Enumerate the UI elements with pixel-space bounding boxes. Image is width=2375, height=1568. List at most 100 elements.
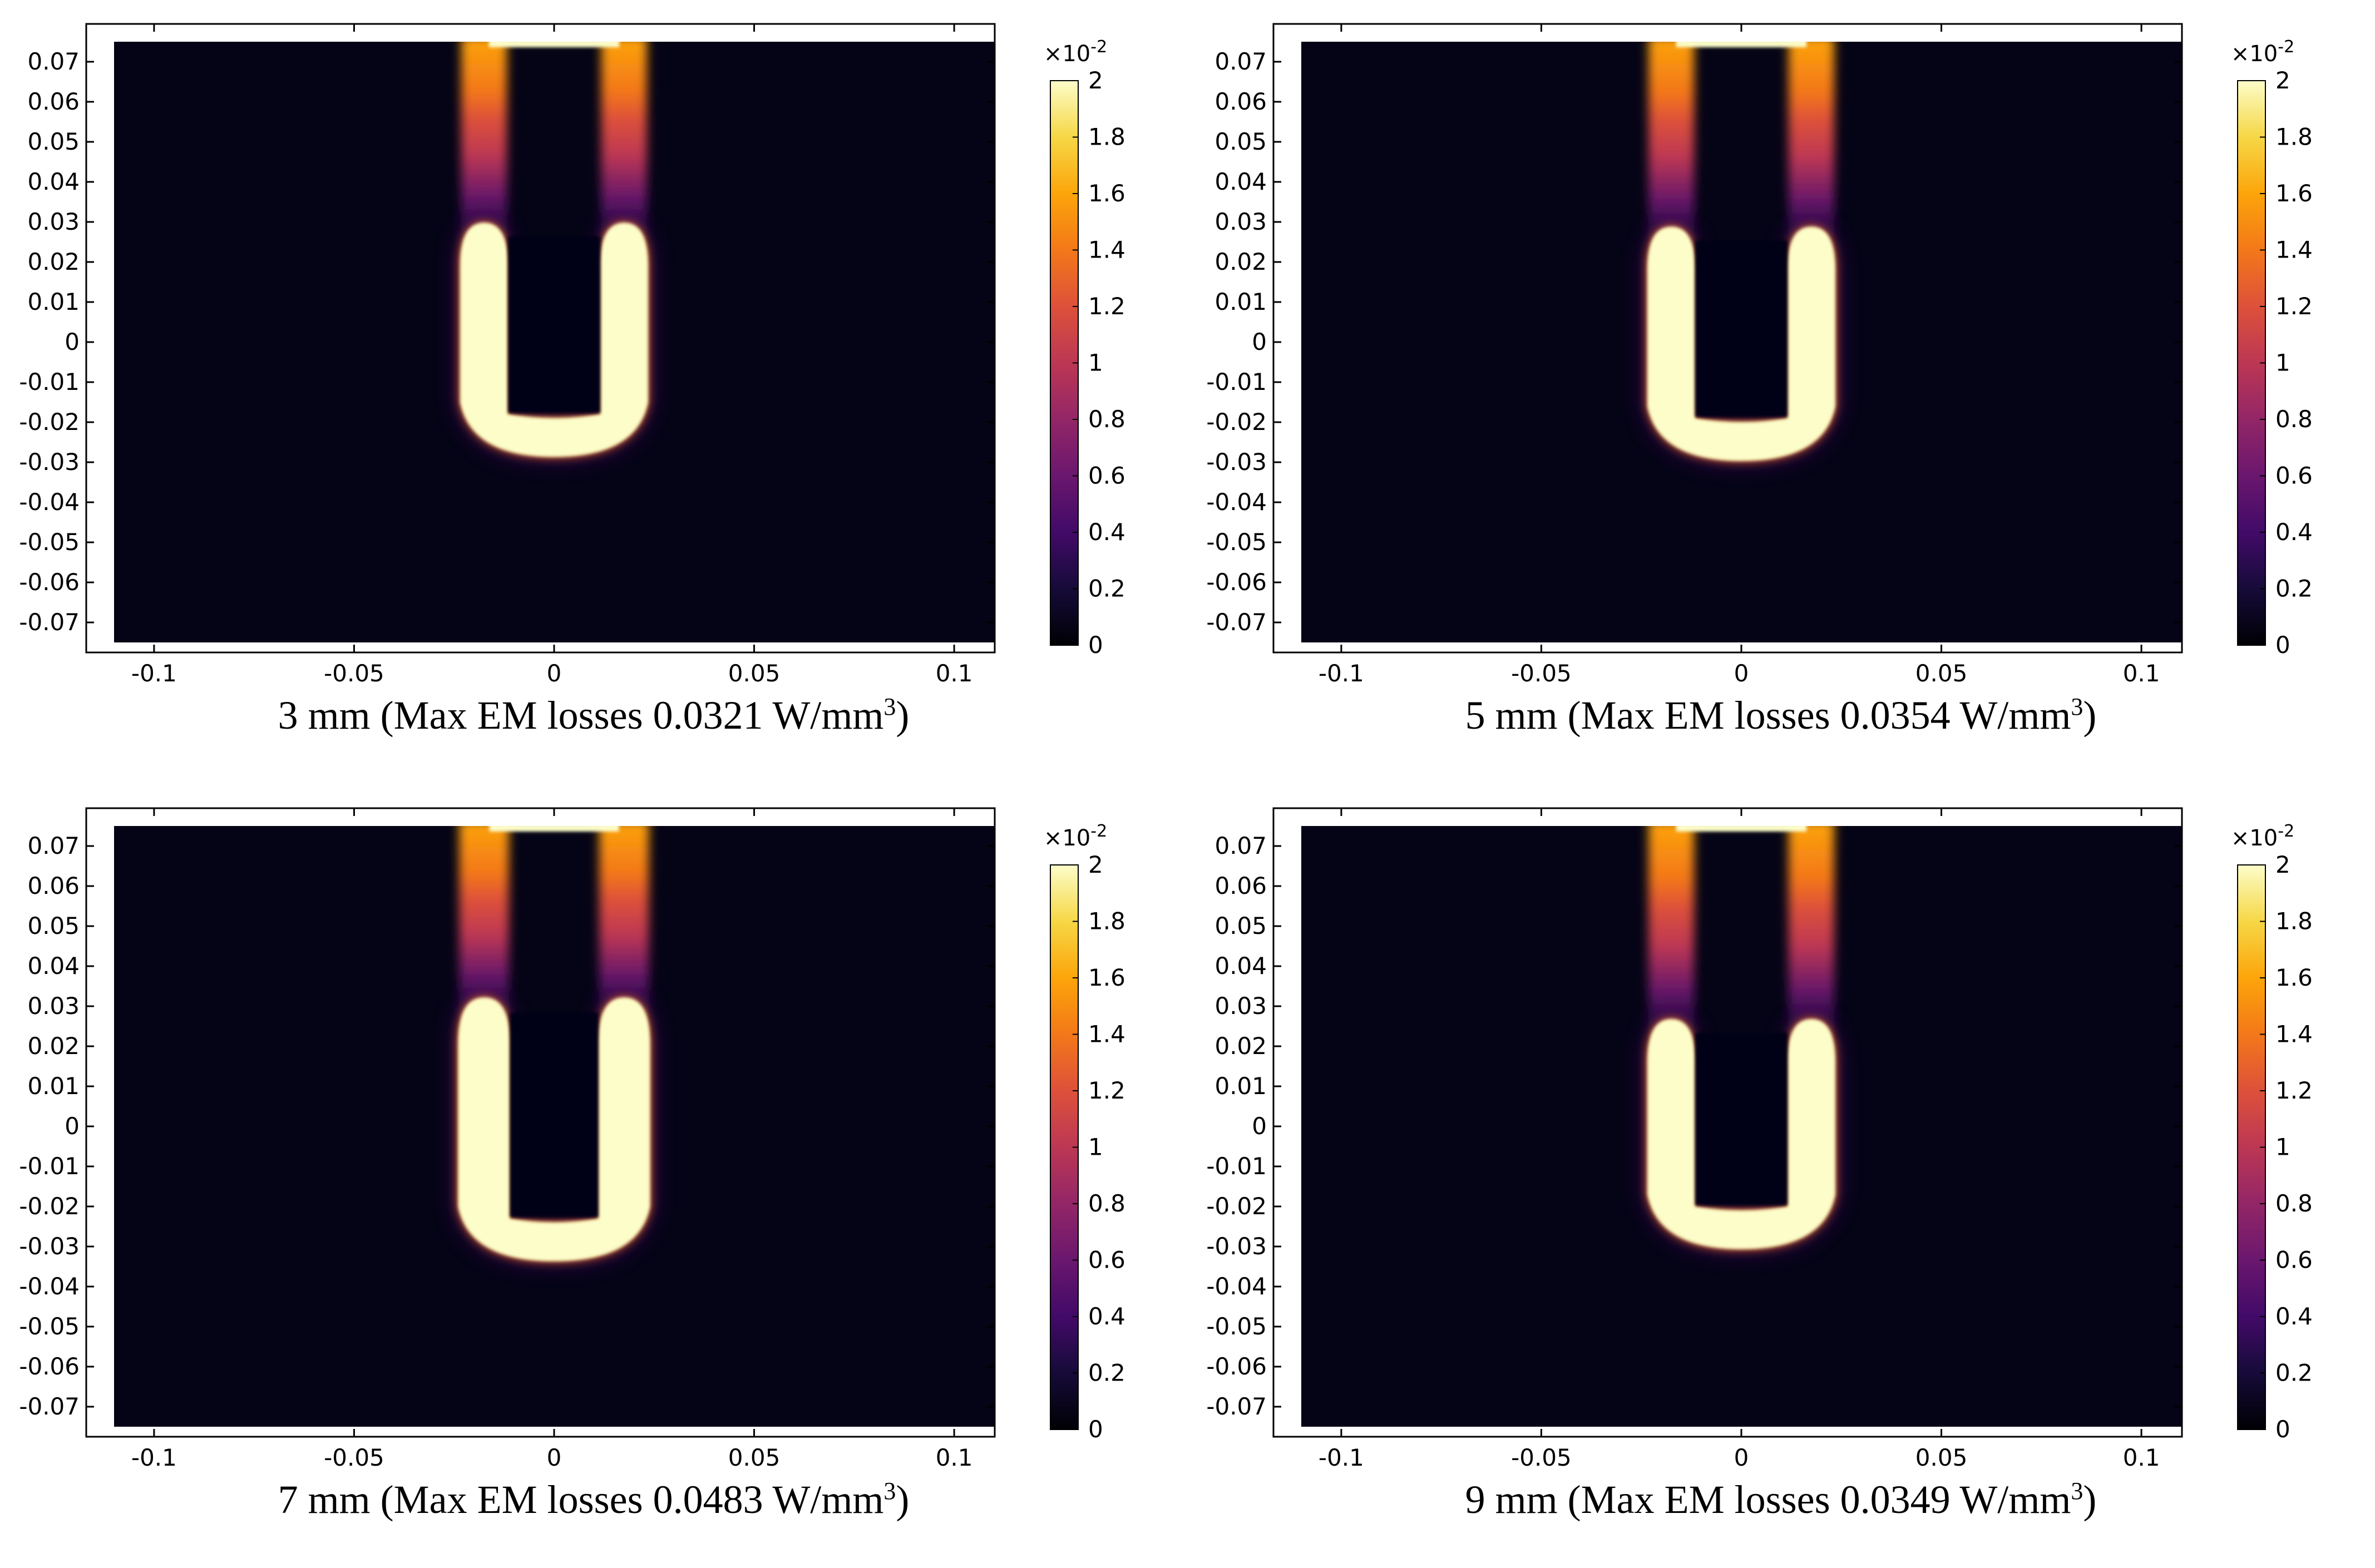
colorbar-label: 0.2 xyxy=(1088,575,1125,602)
ytick-label: -0.02 xyxy=(1206,408,1267,436)
colorbar-label: 0.8 xyxy=(1088,405,1125,433)
heatmap-field xyxy=(458,826,650,1262)
ytick-label: -0.01 xyxy=(19,368,80,395)
ytick-label: 0.05 xyxy=(1214,912,1267,939)
colorbar-label: 1.4 xyxy=(1088,1021,1125,1048)
ytick-label: 0.06 xyxy=(27,872,80,899)
colorbar-label: 1.8 xyxy=(2275,123,2313,151)
colorbar-label: 1.8 xyxy=(1088,123,1125,151)
colorbar-multiplier: ×10-2 xyxy=(2231,822,2294,851)
leg-glow-right xyxy=(601,42,647,253)
ytick-label: 0.07 xyxy=(27,48,80,75)
coil-core xyxy=(460,222,648,457)
caption-5mm: 5 mm (Max EM losses 0.0354 W/mm3) xyxy=(1465,693,2097,738)
ytick-label: -0.07 xyxy=(19,1393,80,1420)
caption-9mm: 9 mm (Max EM losses 0.0349 W/mm3) xyxy=(1465,1477,2097,1522)
xtick-label: 0 xyxy=(1734,1444,1749,1471)
ytick-label: 0.04 xyxy=(27,168,80,195)
colorbar-label: 1.4 xyxy=(2275,1021,2313,1048)
coil-gap xyxy=(1695,1032,1788,1205)
heatmap-plot-9mm: 0.07 0.06 0.05 0.04 0.03 0.02 0.01 0 -0.01 -0.02 -… xyxy=(1206,807,2313,1471)
caption-7mm: 7 mm (Max EM losses 0.0483 W/mm3) xyxy=(278,1477,910,1522)
ytick-label: 0.05 xyxy=(27,128,80,155)
heatmap-field xyxy=(1647,42,1835,461)
xtick-label: 0.1 xyxy=(936,660,973,687)
leg-glow-left xyxy=(461,42,507,253)
ytick-label: 0.02 xyxy=(1214,248,1267,275)
coil-gap xyxy=(1695,240,1788,417)
ytick-label: -0.03 xyxy=(19,1233,80,1260)
ytick-label: 0.03 xyxy=(1214,992,1267,1020)
ytick-label: 0.04 xyxy=(1214,952,1267,980)
xtick-label: 0.05 xyxy=(1915,660,1968,687)
colorbar-label: 1.4 xyxy=(1088,236,1125,264)
ytick-label: -0.04 xyxy=(1206,1273,1267,1300)
ytick-label: -0.01 xyxy=(1206,368,1267,395)
leg-glow-right xyxy=(599,826,649,1030)
ytick-label: 0.01 xyxy=(1214,288,1267,315)
heatmap-plot-5mm: 0.07 0.06 0.05 0.04 0.03 0.02 0.01 0 -0.01 -0.02 -… xyxy=(1206,23,2313,687)
xtick-label: -0.05 xyxy=(324,1444,384,1471)
ytick-label: 0.06 xyxy=(27,88,80,115)
colorbar-label: 1 xyxy=(2275,1134,2290,1161)
top-conductor xyxy=(489,826,619,832)
ytick-label: 0.07 xyxy=(27,832,80,859)
colorbar-label: 1.6 xyxy=(2275,180,2313,207)
top-conductor xyxy=(1676,826,1807,832)
xtick-label: 0 xyxy=(547,660,562,687)
heatmap-plot-7mm: 0.07 0.06 0.05 0.04 0.03 0.02 0.01 0 -0.01 -0.02 -… xyxy=(19,807,1125,1471)
ytick-label: -0.03 xyxy=(19,448,80,476)
leg-glow-left xyxy=(1648,826,1695,1050)
colorbar-label: 0 xyxy=(1088,1416,1103,1443)
xtick-label: 0.05 xyxy=(728,660,781,687)
ytick-label: 0.04 xyxy=(1214,168,1267,195)
colorbar-label: 1 xyxy=(1088,1134,1103,1161)
colorbar-label: 1.8 xyxy=(2275,908,2313,935)
colorbar-label: 0.2 xyxy=(2275,575,2313,602)
ytick-label: -0.04 xyxy=(1206,488,1267,516)
coil-gap xyxy=(508,236,600,413)
ytick-label: 0.04 xyxy=(27,952,80,980)
ytick-label: -0.07 xyxy=(19,609,80,636)
coil-core xyxy=(458,997,650,1262)
ytick-label: -0.05 xyxy=(19,1313,80,1340)
leg-glow-right xyxy=(1788,826,1834,1050)
ytick-label: -0.06 xyxy=(1206,568,1267,596)
colorbar-label: 2 xyxy=(1088,67,1103,94)
ytick-label: 0.02 xyxy=(27,248,80,275)
xtick-label: 0 xyxy=(547,1444,562,1471)
ytick-label: -0.07 xyxy=(1206,1393,1267,1420)
xtick-label: -0.1 xyxy=(1319,1444,1364,1471)
colorbar-label: 1.4 xyxy=(2275,236,2313,264)
ytick-label: -0.05 xyxy=(19,528,80,556)
colorbar-label: 0 xyxy=(1088,631,1103,659)
colorbar-label: 1.8 xyxy=(1088,908,1125,935)
panel-7mm: 0.07 0.06 0.05 0.04 0.03 0.02 0.01 0 -0.01 -0.02 -… xyxy=(0,784,1187,1568)
colorbar-label: 0.8 xyxy=(2275,1190,2313,1217)
ytick-label: 0.02 xyxy=(27,1032,80,1060)
ytick-label: 0 xyxy=(1252,328,1267,355)
ytick-label: -0.03 xyxy=(1206,1233,1267,1260)
colorbar-multiplier: ×10-2 xyxy=(2231,37,2294,67)
xtick-label: -0.05 xyxy=(1511,1444,1572,1471)
colorbar-label: 1.6 xyxy=(1088,180,1125,207)
ytick-label: 0.06 xyxy=(1214,872,1267,899)
heatmap-plot-3mm: 0.07 0.06 0.05 0.04 0.03 0.02 0.01 0 -0.01 -0.02 -… xyxy=(19,23,1125,687)
colorbar-label: 0.6 xyxy=(1088,1247,1125,1274)
colorbar-label: 1.2 xyxy=(1088,293,1125,320)
ytick-label: 0.07 xyxy=(1214,48,1267,75)
colorbar-label: 0.4 xyxy=(1088,1303,1125,1330)
ytick-label: 0 xyxy=(65,328,80,355)
colorbar-label: 0.6 xyxy=(1088,462,1125,489)
ytick-label: -0.01 xyxy=(19,1152,80,1180)
coil-core xyxy=(1647,226,1835,461)
ytick-label: 0.05 xyxy=(27,912,80,939)
ytick-label: -0.06 xyxy=(19,1353,80,1380)
xtick-label: 0.1 xyxy=(936,1444,973,1471)
ytick-label: -0.07 xyxy=(1206,609,1267,636)
colorbar-multiplier: ×10-2 xyxy=(1044,37,1107,67)
heatmap-field xyxy=(460,42,648,457)
ytick-label: -0.02 xyxy=(19,408,80,436)
panel-3mm: 0.07 0.06 0.05 0.04 0.03 0.02 0.01 0 -0.01 -0.02 -… xyxy=(0,0,1187,784)
